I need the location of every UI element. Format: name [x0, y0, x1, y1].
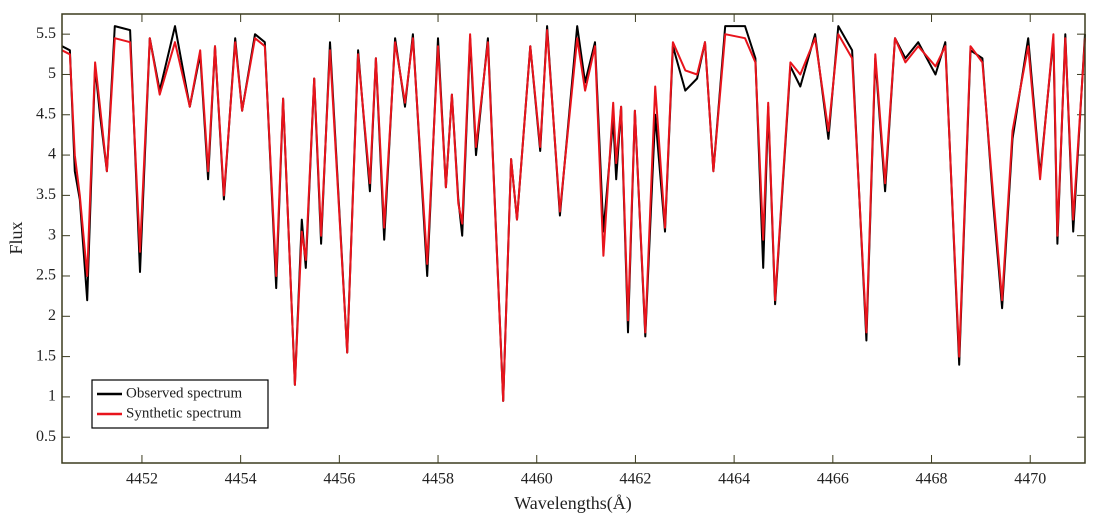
spectrum-line — [61, 29, 1086, 402]
legend-box — [91, 379, 269, 429]
y-tick-label: 3 — [48, 226, 56, 243]
x-tick-label: 4468 — [916, 471, 948, 488]
y-tick-label: 5.5 — [36, 25, 56, 42]
x-tick-label: 4462 — [619, 471, 651, 488]
x-axis-label: Wavelengths(Å) — [514, 493, 632, 514]
y-tick-label: 3.5 — [36, 186, 56, 203]
y-tick-label: 2.5 — [36, 267, 56, 284]
y-tick-label: 2 — [48, 307, 56, 324]
x-tick-label: 4452 — [126, 471, 158, 488]
x-tick-label: 4466 — [817, 471, 849, 488]
x-tick-label: 4454 — [225, 471, 257, 488]
y-tick-label: 0.5 — [36, 428, 56, 445]
x-tick-label: 4458 — [422, 471, 454, 488]
x-tick-label: 4470 — [1014, 471, 1046, 488]
y-tick-label: 4 — [48, 146, 56, 163]
y-tick-label: 1 — [48, 388, 56, 405]
y-tick-label: 1.5 — [36, 347, 56, 364]
y-axis-label: Flux — [6, 221, 26, 254]
y-tick-label: 4.5 — [36, 105, 56, 122]
x-tick-label: 4456 — [323, 471, 355, 488]
legend-label: Synthetic spectrum — [126, 405, 242, 421]
legend-label: Observed spectrum — [126, 385, 243, 401]
y-tick-label: 5 — [48, 65, 56, 82]
plot-frame — [61, 13, 1086, 464]
x-tick-label: 4460 — [521, 471, 553, 488]
x-tick-label: 4464 — [718, 471, 750, 488]
